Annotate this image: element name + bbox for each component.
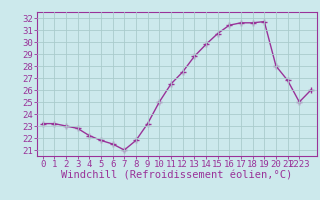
X-axis label: Windchill (Refroidissement éolien,°C): Windchill (Refroidissement éolien,°C) [61,171,292,181]
